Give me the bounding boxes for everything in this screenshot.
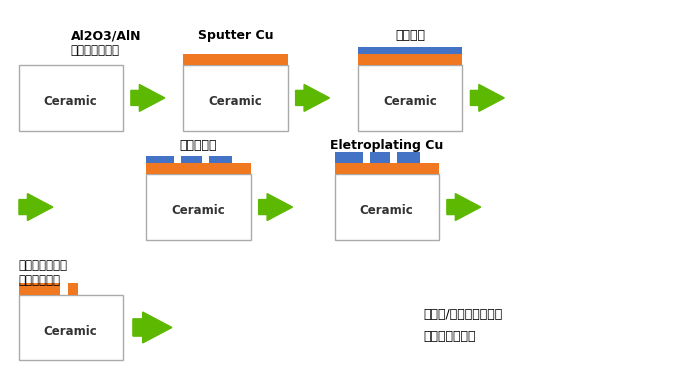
Text: Al2O3/AlN: Al2O3/AlN (71, 30, 141, 42)
Text: Ceramic: Ceramic (209, 95, 262, 108)
Text: 陶瓷基板前处理: 陶瓷基板前处理 (71, 45, 120, 58)
Bar (370, 152, 390, 163)
Text: Ceramic: Ceramic (44, 325, 97, 338)
Bar (183, 65, 287, 131)
Text: Ceramic: Ceramic (383, 95, 437, 108)
FancyArrow shape (296, 84, 329, 111)
Text: 以电镰/化学镰沉积方式: 以电镰/化学镰沉积方式 (424, 308, 503, 321)
Bar (209, 156, 232, 163)
Bar (335, 152, 363, 163)
FancyArrow shape (133, 312, 172, 343)
Text: 完成线路制作: 完成线路制作 (19, 274, 60, 287)
Text: Ceramic: Ceramic (44, 95, 97, 108)
Bar (358, 47, 462, 54)
Bar (146, 174, 250, 240)
Text: Sputter Cu: Sputter Cu (198, 30, 273, 42)
Bar (181, 156, 202, 163)
Text: 薄刻、去膜工艺: 薄刻、去膜工艺 (19, 259, 68, 272)
Bar (19, 65, 123, 131)
FancyArrow shape (19, 194, 53, 220)
FancyArrow shape (447, 194, 481, 220)
Text: 曝光、显影: 曝光、显影 (180, 139, 217, 152)
Bar (358, 65, 462, 131)
Text: 增加线路的厚度: 增加线路的厚度 (424, 330, 476, 343)
Text: Eletroplating Cu: Eletroplating Cu (330, 139, 443, 152)
Text: Ceramic: Ceramic (172, 204, 225, 217)
Text: Ceramic: Ceramic (360, 204, 414, 217)
Bar (358, 54, 462, 65)
Bar (146, 163, 250, 174)
Bar (335, 163, 439, 174)
Bar (146, 156, 174, 163)
FancyArrow shape (471, 84, 504, 111)
Bar (397, 152, 420, 163)
Bar (183, 54, 287, 65)
Bar (335, 174, 439, 240)
Bar (19, 283, 60, 295)
FancyArrow shape (259, 194, 292, 220)
Bar (19, 295, 123, 361)
FancyArrow shape (131, 84, 165, 111)
Text: 光阻被覆: 光阻被覆 (395, 30, 425, 42)
Bar (68, 283, 78, 295)
